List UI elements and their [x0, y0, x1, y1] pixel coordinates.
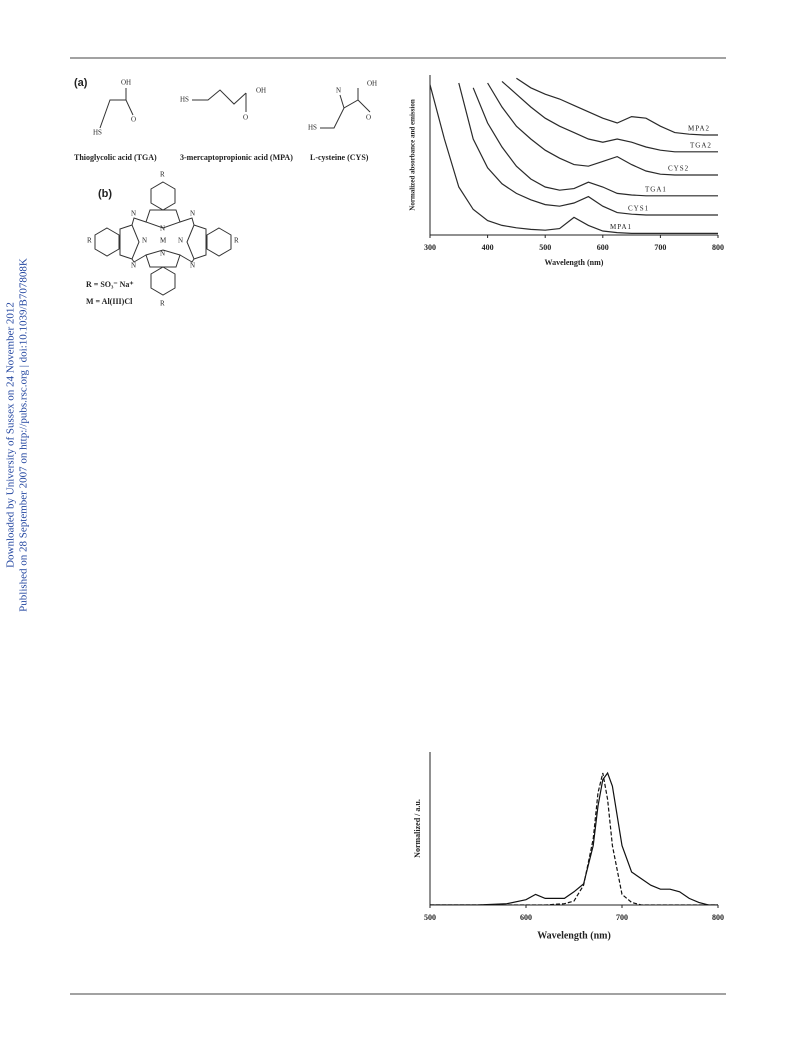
- atom: N: [131, 262, 136, 270]
- x-axis-label: Wavelength (nm): [545, 258, 604, 267]
- x-tick-label: 600: [597, 243, 609, 252]
- line-series: [430, 84, 718, 234]
- compound-name: Thioglycolic acid (TGA): [74, 153, 157, 162]
- ring: [145, 249, 181, 268]
- bond: [179, 254, 195, 263]
- atom: N: [131, 210, 136, 218]
- series-label: MPA2: [688, 125, 710, 133]
- line-series: [430, 771, 718, 905]
- atom: N: [160, 225, 165, 233]
- x-tick-label: 500: [424, 913, 436, 922]
- figure-a: (a) OH O HS HS OH O N OH O HS Thioglycol…: [74, 77, 377, 162]
- series-label: CYS1: [628, 205, 649, 213]
- ring: [150, 266, 176, 296]
- chart: 500 600 700 800 Wavelength (nm) Normalized / …: [413, 752, 724, 941]
- atom: OH: [121, 79, 131, 87]
- x-tick-label: 800: [712, 243, 724, 252]
- figure-b: (b) R R R R N N N N N N N N M R = SO₃⁻ N…: [86, 171, 239, 308]
- atom: OH: [367, 80, 377, 88]
- compound-name: L-cysteine (CYS): [310, 153, 369, 162]
- atom: O: [243, 114, 248, 122]
- x-tick-label: 300: [424, 243, 436, 252]
- chart: 300 400 500 600 700 800 Wavelength (nm) Normali…: [409, 75, 724, 267]
- line-series: [501, 80, 718, 153]
- x-tick-label: 700: [616, 913, 628, 922]
- atom: OH: [256, 87, 266, 95]
- x-tick-label: 600: [520, 913, 532, 922]
- bond: [192, 89, 247, 105]
- definition: R = SO₃⁻ Na⁺: [86, 280, 134, 289]
- line-series: [516, 77, 718, 136]
- plot-area: [430, 77, 718, 234]
- ring: [206, 227, 232, 257]
- bond: [131, 254, 147, 263]
- bond: [131, 217, 147, 226]
- y-axis-label: Normalized / a.u.: [413, 799, 422, 858]
- series-label: TGA2: [690, 141, 712, 149]
- line-series: [458, 82, 718, 216]
- line-series: [430, 772, 718, 905]
- ring: [145, 209, 181, 229]
- atom: R: [234, 237, 239, 245]
- ring: [119, 224, 140, 260]
- panel-label: (b): [98, 188, 112, 200]
- atom: O: [366, 114, 371, 122]
- x-tick-label: 700: [654, 243, 666, 252]
- x-tick-label: 400: [482, 243, 494, 252]
- definition: M = Al(III)Cl: [86, 297, 133, 306]
- series-label: CYS2: [668, 165, 689, 173]
- atom: R: [87, 237, 92, 245]
- bond: [179, 217, 195, 226]
- line-series: [472, 87, 718, 197]
- series-label: MPA1: [610, 223, 632, 231]
- atom: HS: [308, 124, 317, 132]
- x-axis-label: Wavelength (nm): [537, 930, 611, 941]
- panel-label: (a): [74, 77, 88, 89]
- series-label: TGA1: [645, 185, 667, 193]
- atom: R: [160, 171, 165, 179]
- atom: M: [160, 237, 167, 245]
- atom: O: [131, 116, 136, 124]
- atom: N: [142, 237, 147, 245]
- watermark: Published on 28 September 2007 on http:/…: [18, 258, 30, 612]
- atom: N: [336, 87, 341, 95]
- plot-area: [430, 771, 718, 905]
- ring: [186, 224, 207, 260]
- x-tick-label: 500: [539, 243, 551, 252]
- watermark: Downloaded by University of Sussex on 24…: [5, 302, 17, 568]
- compound-name: 3-mercaptopropionic acid (MPA): [180, 153, 293, 162]
- atom: R: [160, 300, 165, 308]
- atom: N: [160, 250, 165, 258]
- atom: N: [190, 262, 195, 270]
- bond: [339, 94, 345, 109]
- atom: N: [190, 210, 195, 218]
- ring: [94, 227, 120, 257]
- atom: HS: [93, 129, 102, 137]
- atom: N: [178, 237, 183, 245]
- line-series: [487, 82, 718, 176]
- y-axis-label: Normalized absorbance and emission: [409, 99, 417, 211]
- x-tick-label: 800: [712, 913, 724, 922]
- atom: HS: [180, 96, 189, 104]
- bond: [99, 99, 134, 129]
